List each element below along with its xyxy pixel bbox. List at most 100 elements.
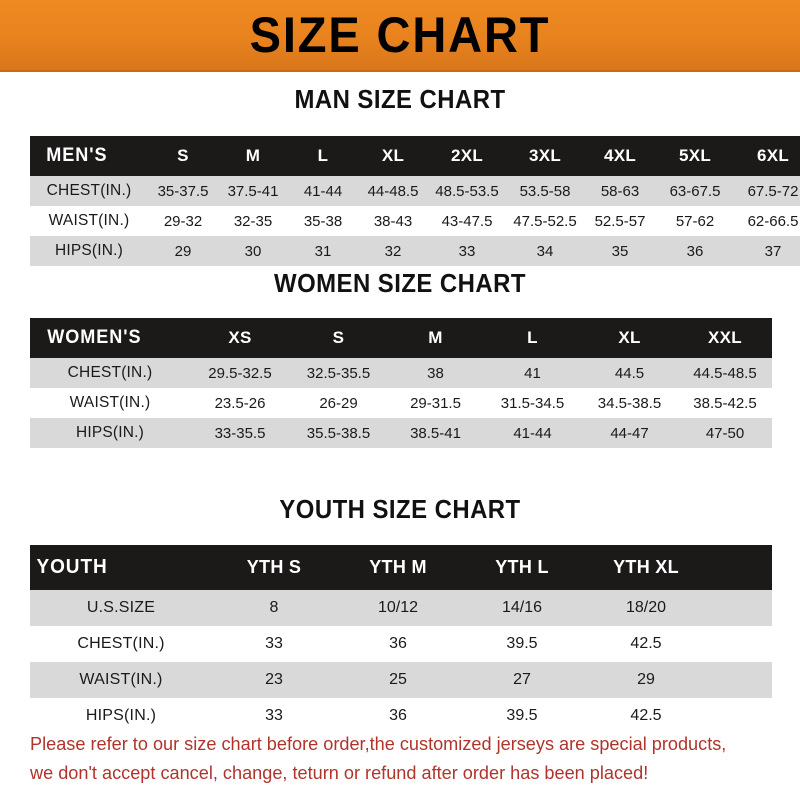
men-col-header: 5XL [678,146,712,165]
table-row: CHEST(IN.) 29.5-32.5 32.5-35.5 38 41 44.… [30,358,772,388]
women-size-table: WOMEN'S XS S M L XL XXL CHEST(IN.) 29.5-… [30,318,772,448]
table-row: CHEST(IN.) 35-37.5 37.5-41 41-44 44-48.5… [30,176,800,206]
women-cell: 41 [484,358,581,388]
women-cell: 44-47 [581,418,678,448]
women-cell: 33-35.5 [190,418,290,448]
youth-col-header: YTH S [246,557,302,577]
youth-row-label: U.S.SIZE [30,590,212,626]
men-cell: 31 [288,236,358,266]
women-cell: 32.5-35.5 [290,358,387,388]
youth-row-label: WAIST(IN.) [30,662,212,698]
women-col-header: L [527,328,538,347]
table-row: HIPS(IN.) 33 36 39.5 42.5 [30,698,772,734]
men-row-label-header: MEN'S [46,145,108,166]
youth-cell: 25 [336,662,460,698]
men-col-header: 4XL [603,146,637,165]
women-row-label: CHEST(IN.) [30,358,190,388]
youth-cell: 33 [212,698,336,734]
women-cell: 44.5 [581,358,678,388]
women-col-header: M [428,328,443,347]
youth-cell-spacer [708,590,772,626]
disclaimer-line-1: Please refer to our size chart before or… [30,733,727,754]
women-cell: 38.5-42.5 [678,388,772,418]
women-header-row: WOMEN'S XS S M L XL XXL [30,318,772,358]
men-cell: 41-44 [288,176,358,206]
women-cell: 44.5-48.5 [678,358,772,388]
youth-cell: 14/16 [460,590,584,626]
men-cell: 35-38 [288,206,358,236]
disclaimer-note: Please refer to our size chart before or… [30,730,763,787]
women-cell: 29.5-32.5 [190,358,290,388]
women-cell: 34.5-38.5 [581,388,678,418]
youth-cell: 23 [212,662,336,698]
youth-cell: 36 [336,626,460,662]
youth-cell: 39.5 [460,698,584,734]
youth-cell: 42.5 [584,626,708,662]
youth-row-label: HIPS(IN.) [30,698,212,734]
men-cell: 62-66.5 [734,206,800,236]
men-cell: 35-37.5 [148,176,218,206]
men-col-header: L [317,146,329,165]
women-cell: 47-50 [678,418,772,448]
men-col-header: 2XL [450,146,484,165]
youth-cell: 36 [336,698,460,734]
men-cell: 37.5-41 [218,176,288,206]
table-row: WAIST(IN.) 23.5-26 26-29 29-31.5 31.5-34… [30,388,772,418]
women-col-header: XL [618,328,641,347]
youth-cell: 8 [212,590,336,626]
men-col-header: 3XL [528,146,562,165]
men-col-header: M [245,146,261,165]
women-cell: 29-31.5 [387,388,484,418]
table-row: WAIST(IN.) 29-32 32-35 35-38 38-43 43-47… [30,206,800,236]
men-cell: 53.5-58 [506,176,584,206]
men-row-label: CHEST(IN.) [30,176,148,206]
men-cell: 52.5-57 [584,206,656,236]
youth-cell: 29 [584,662,708,698]
men-cell: 34 [506,236,584,266]
men-cell: 29 [148,236,218,266]
youth-section-title: YOUTH SIZE CHART [279,494,521,524]
youth-col-header: YTH XL [613,557,679,577]
men-row-label: HIPS(IN.) [30,236,148,266]
men-cell: 32-35 [218,206,288,236]
men-cell: 29-32 [148,206,218,236]
men-cell: 33 [428,236,506,266]
men-cell: 57-62 [656,206,734,236]
women-row-label: HIPS(IN.) [30,418,190,448]
women-col-header: XS [228,328,252,347]
men-col-header: XL [381,146,405,165]
women-row-label: WAIST(IN.) [30,388,190,418]
youth-row-label-header: YOUTH [36,556,108,578]
table-row: HIPS(IN.) 29 30 31 32 33 34 35 36 37 [30,236,800,266]
youth-cell: 33 [212,626,336,662]
men-cell: 37 [734,236,800,266]
disclaimer-line-2: we don't accept cancel, change, teturn o… [30,761,649,783]
men-cell: 30 [218,236,288,266]
women-cell: 23.5-26 [190,388,290,418]
table-row: U.S.SIZE 8 10/12 14/16 18/20 [30,590,772,626]
table-row: HIPS(IN.) 33-35.5 35.5-38.5 38.5-41 41-4… [30,418,772,448]
men-col-header: S [177,146,189,165]
men-row-label: WAIST(IN.) [30,206,148,236]
youth-row-label: CHEST(IN.) [30,626,212,662]
youth-cell-spacer [708,626,772,662]
page-banner: SIZE CHART [0,0,800,72]
women-col-header: XXL [708,328,742,347]
women-col-header: S [332,328,345,347]
youth-size-table: YOUTH YTH S YTH M YTH L YTH XL U.S.SIZE … [30,545,772,734]
men-section-title: MAN SIZE CHART [294,84,506,114]
women-cell: 26-29 [290,388,387,418]
women-cell: 35.5-38.5 [290,418,387,448]
women-cell: 38.5-41 [387,418,484,448]
men-size-table: MEN'S S M L XL 2XL 3XL 4XL 5XL 6XL CHEST… [30,136,800,266]
youth-cell: 42.5 [584,698,708,734]
men-cell: 67.5-72 [734,176,800,206]
men-cell: 44-48.5 [358,176,428,206]
youth-col-header: YTH M [369,557,427,577]
youth-col-header: YTH L [495,557,549,577]
women-row-label-header: WOMEN'S [47,327,142,348]
men-col-header: 6XL [756,146,790,165]
youth-cell: 10/12 [336,590,460,626]
men-header-row: MEN'S S M L XL 2XL 3XL 4XL 5XL 6XL [30,136,800,176]
